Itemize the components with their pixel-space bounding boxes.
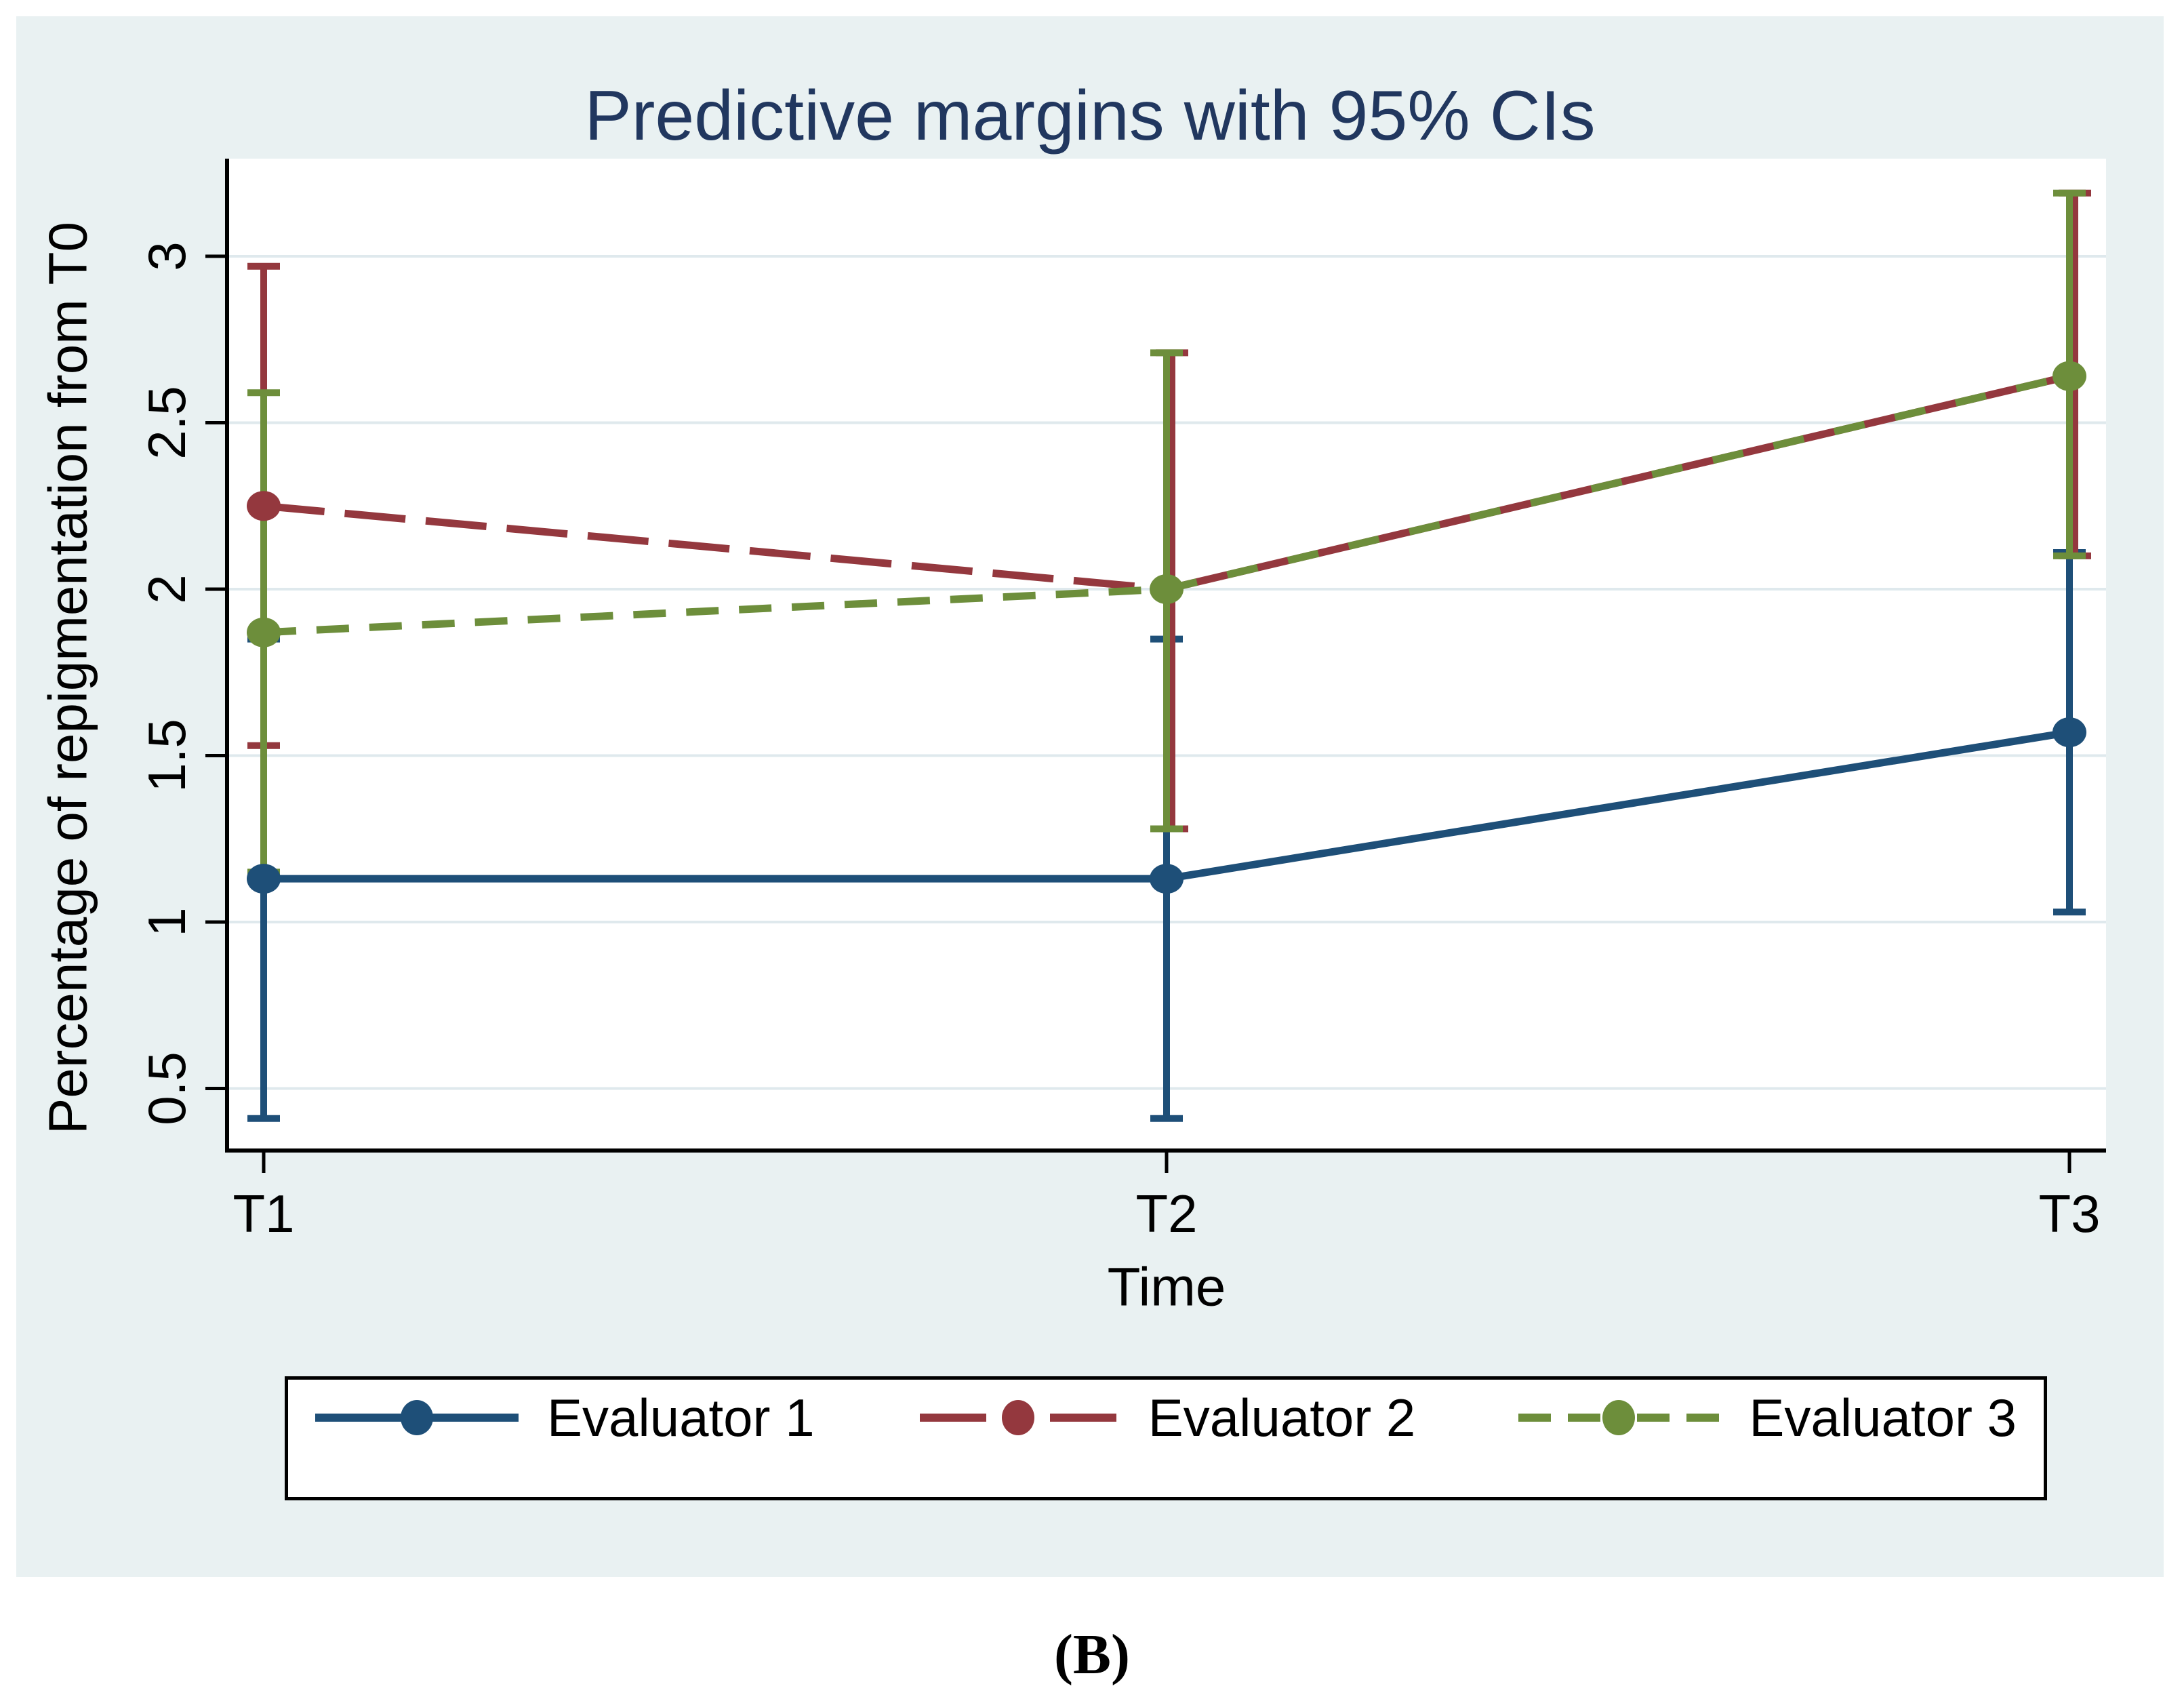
series-line-evaluator-2 xyxy=(263,502,1167,593)
data-point xyxy=(247,491,281,521)
x-tick-label: T2 xyxy=(1135,1184,1197,1243)
legend-line-sample-evaluator-3 xyxy=(1518,1400,1720,1435)
legend-sample-marker xyxy=(1602,1400,1636,1435)
y-tick-label: 1.5 xyxy=(137,719,197,792)
legend-box: Evaluator 1 Evaluator 2 Evaluator 3 xyxy=(285,1376,2047,1500)
chart-title: Predictive margins with 95% CIs xyxy=(584,77,1596,155)
legend-label: Evaluator 1 xyxy=(547,1387,815,1447)
y-tick-label: 0.5 xyxy=(137,1052,197,1125)
data-point xyxy=(1150,574,1184,604)
legend-label: Evaluator 2 xyxy=(1148,1387,1416,1447)
data-point xyxy=(2052,717,2086,748)
legend-sample-marker xyxy=(1001,1400,1034,1435)
data-point xyxy=(1150,864,1184,894)
legend-item-evaluator-3: Evaluator 3 xyxy=(1517,1387,2017,1447)
y-tick-label: 2.5 xyxy=(137,386,197,459)
figure-caption: (B) xyxy=(1054,1623,1130,1686)
series-line-evaluator-3 xyxy=(263,585,1167,637)
data-point xyxy=(247,617,281,647)
legend-label: Evaluator 3 xyxy=(1749,1387,2017,1447)
y-tick-label: 3 xyxy=(137,241,197,271)
x-tick-label: T3 xyxy=(2038,1184,2100,1243)
y-tick-label: 2 xyxy=(137,574,197,603)
legend-item-evaluator-1: Evaluator 1 xyxy=(315,1387,815,1447)
x-tick-label: T1 xyxy=(232,1184,294,1243)
y-tick-label: 1 xyxy=(137,907,197,936)
data-point xyxy=(2052,361,2086,391)
y-axis-title: Percentage of repigmentation from T0 xyxy=(38,222,98,1134)
x-axis-title: Time xyxy=(1108,1257,1226,1317)
legend-sample-marker xyxy=(401,1400,433,1435)
series-line-evaluator-3 xyxy=(1165,372,2071,593)
legend-item-evaluator-2: Evaluator 2 xyxy=(916,1387,1416,1447)
legend-line-sample-evaluator-1 xyxy=(315,1400,519,1435)
data-point xyxy=(247,864,281,894)
legend-line-sample-evaluator-2 xyxy=(919,1400,1116,1435)
